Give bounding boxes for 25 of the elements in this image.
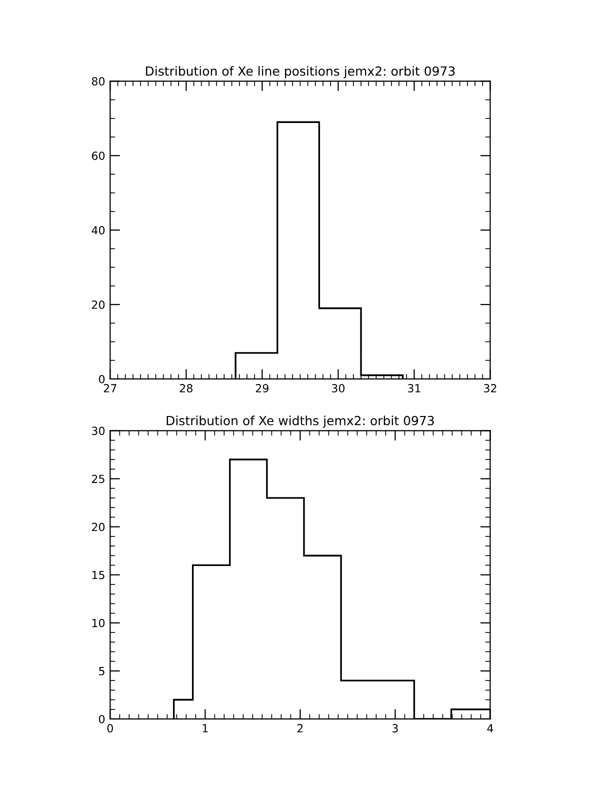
x-tick-label: 31 [408, 384, 420, 392]
y-tick-label: 25 [92, 474, 104, 484]
x-tick-label: 32 [484, 384, 496, 392]
y-tick-label: 10 [92, 618, 105, 628]
y-tick-label: 0 [98, 714, 105, 724]
x-tick-label: 29 [256, 384, 268, 392]
chart-title: Distribution of Xe line positions jemx2: orbit 0973 [146, 66, 455, 78]
y-tick-label: 0 [98, 374, 105, 384]
chart-title: Distribution of Xe widths jemx2: orbit 0973 [166, 416, 434, 428]
y-tick-label: 30 [92, 426, 105, 436]
y-tick-label: 40 [92, 226, 105, 234]
y-tick-label: 20 [92, 522, 105, 532]
x-tick-label: 0 [107, 724, 113, 732]
x-tick-label: 1 [202, 724, 208, 732]
x-tick-label: 2 [297, 724, 303, 732]
x-tick-label: 30 [332, 384, 345, 392]
y-tick-label: 20 [92, 300, 105, 309]
y-tick-label: 80 [92, 77, 105, 86]
x-tick-label: 3 [392, 724, 398, 732]
x-tick-label: 4 [487, 724, 494, 732]
y-tick-label: 15 [92, 570, 104, 580]
y-tick-label: 5 [99, 667, 104, 676]
y-tick-label: 60 [92, 152, 105, 160]
x-tick-label: 27 [104, 384, 116, 392]
x-tick-label: 28 [180, 384, 192, 392]
